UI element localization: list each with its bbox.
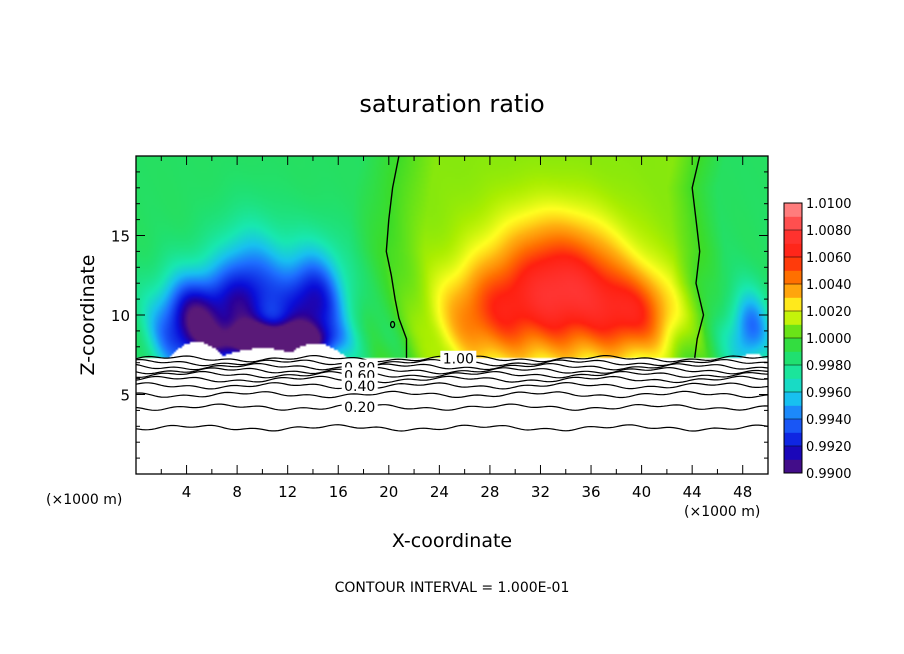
- contour-line-0-60: [135, 370, 769, 379]
- colorbar-cell: [784, 270, 802, 285]
- x-tick-label: 44: [683, 483, 702, 501]
- colorbar-label: 0.9940: [806, 413, 852, 428]
- colorbar-label: 1.0040: [806, 278, 852, 293]
- colorbar-cell: [784, 297, 802, 312]
- contour-line-0-10: [135, 424, 769, 432]
- x-tick-label: 36: [581, 483, 600, 501]
- x-tick-label: 16: [329, 483, 348, 501]
- colorbar-cell: [784, 392, 802, 406]
- contour-line-0-20: [135, 403, 769, 411]
- chart-title: saturation ratio: [359, 90, 544, 118]
- x-unit-left: (×1000 m): [46, 492, 122, 508]
- contour-interval-note: CONTOUR INTERVAL = 1.000E-01: [335, 580, 570, 596]
- colorbar-label: 0.9980: [806, 359, 852, 374]
- colorbar-cell: [784, 432, 802, 447]
- saturation-field-heatmap: [136, 156, 768, 474]
- colorbar-label: 0.9920: [806, 440, 852, 455]
- colorbar-cell: [784, 284, 802, 298]
- colorbar-cell: [784, 338, 802, 352]
- colorbar-cell: [784, 203, 802, 217]
- colorbar-cell: [784, 351, 802, 366]
- colorbar-cell: [784, 324, 802, 339]
- y-axis-ticks: 5 10 15: [111, 171, 768, 459]
- contour-line-0-40: [135, 381, 769, 390]
- colorbar-cell: [784, 216, 802, 231]
- colorbar-label: 1.0100: [806, 197, 852, 212]
- colorbar-label: 0.9900: [806, 467, 852, 482]
- x-tick-label: 4: [182, 483, 192, 501]
- colorbar-cell: [784, 446, 802, 460]
- colorbar-label: 0.9960: [806, 386, 852, 401]
- colorbar-cell: [784, 230, 802, 244]
- colorbar-label: 1.0080: [806, 224, 852, 239]
- contour-line-1-00-left: [385, 155, 408, 358]
- contour-line-0-50: [135, 375, 769, 384]
- colorbar-label: 1.0000: [806, 332, 852, 347]
- x-tick-label: 48: [733, 483, 752, 501]
- x-tick-label: 8: [232, 483, 242, 501]
- x-axis-ticks: 4 8 12 16 20 24 28 32 36 40 44 48: [160, 156, 752, 501]
- contour-label: 0.20: [344, 400, 375, 416]
- x-tick-label: 28: [480, 483, 499, 501]
- plot-area: 1.000.800.600.400.20: [135, 155, 769, 475]
- contour-labels: 1.000.800.600.400.20: [341, 350, 477, 416]
- x-unit-right: (×1000 m): [684, 504, 760, 520]
- colorbar-label: 1.0020: [806, 305, 852, 320]
- colorbar-cells: [784, 203, 802, 474]
- colorbar-label: 1.0060: [806, 251, 852, 266]
- contour-line-0-30: [135, 390, 769, 399]
- colorbar-cell: [784, 257, 802, 271]
- contour-label-background: [341, 377, 378, 392]
- contour-label-background: [341, 399, 378, 414]
- contour-label: 0.40: [344, 379, 375, 395]
- contour-line-0-80: [135, 362, 769, 371]
- y-tick-label: 15: [111, 228, 130, 246]
- colorbar-cell: [784, 378, 802, 393]
- contour-line-1-00-right: [691, 155, 705, 358]
- contour-line-small-loop: [389, 320, 396, 329]
- x-tick-label: 40: [632, 483, 651, 501]
- contour-lines: [135, 155, 769, 432]
- colorbar-cell: [784, 311, 802, 325]
- contour-line-0-70: [135, 366, 769, 375]
- x-axis-label: X-coordinate: [392, 530, 512, 552]
- colorbar-cell: [784, 243, 802, 258]
- y-tick-label: 10: [111, 307, 130, 325]
- colorbar-labels: 0.9900 0.9920 0.9940 0.9960 0.9980 1.0000 1.00…: [784, 197, 852, 482]
- x-tick-label: 24: [430, 483, 449, 501]
- colorbar-cell: [784, 459, 802, 474]
- colorbar-cell: [784, 405, 802, 420]
- y-axis-label: Z-coordinate: [77, 255, 99, 376]
- x-tick-label: 12: [278, 483, 297, 501]
- contour-label-background: [440, 350, 477, 365]
- contour-label: 1.00: [443, 352, 474, 368]
- colorbar-cell: [784, 419, 802, 433]
- colorbar: 0.9900 0.9920 0.9940 0.9960 0.9980 1.0000 1.00…: [783, 197, 852, 482]
- y-tick-label: 5: [120, 387, 130, 405]
- x-tick-label: 20: [379, 483, 398, 501]
- colorbar-cell: [784, 365, 802, 379]
- x-tick-label: 32: [531, 483, 550, 501]
